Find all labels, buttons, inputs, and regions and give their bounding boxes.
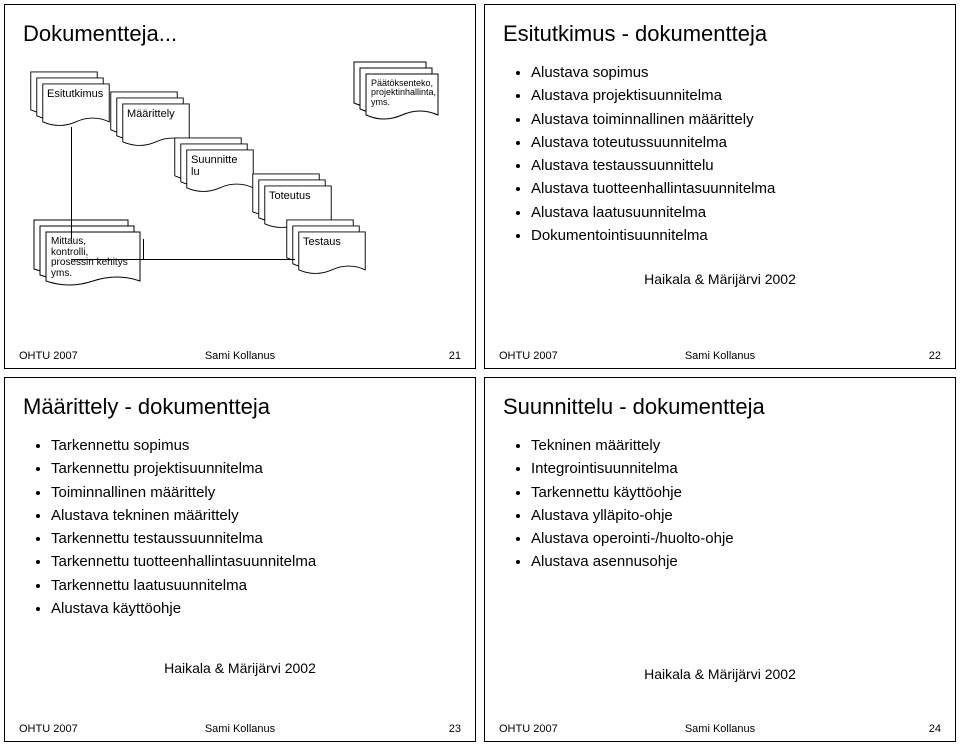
list-item: Toiminnallinen määrittely (51, 481, 457, 504)
slide-22: Esitutkimus - dokumentteja Alustava sopi… (484, 4, 956, 369)
list-item: Tarkennettu sopimus (51, 434, 457, 457)
connector (71, 127, 72, 239)
connector (71, 259, 295, 260)
label-suunnittelu: Suunnitte lu (191, 155, 251, 178)
list-item: Tarkennettu projektisuunnitelma (51, 457, 457, 480)
slide-footer: OHTU 2007 Sami Kollanus 21 (19, 350, 461, 362)
list-item: Alustava toteutussuunnitelma (531, 131, 937, 154)
label-maarittely: Määrittely (127, 109, 187, 121)
label-toteutus: Toteutus (269, 191, 329, 203)
connector (143, 239, 144, 259)
list-item: Tarkennettu tuotteenhallintasuunnitelma (51, 550, 457, 573)
slide-title: Esitutkimus - dokumentteja (503, 21, 937, 47)
waterfall-diagram: Esitutkimus Määrittely Suunnitte lu Tote… (23, 61, 457, 301)
slide-24: Suunnittelu - dokumentteja Tekninen määr… (484, 377, 956, 742)
slide-footer: OHTU 2007 Sami Kollanus 22 (499, 350, 941, 362)
source-attribution: Haikala & Märijärvi 2002 (503, 666, 937, 682)
label-mittaus: Mittaus, kontrolli, prosessin kehitys ym… (51, 237, 137, 279)
list-item: Tarkennettu laatusuunnitelma (51, 574, 457, 597)
label-esitutkimus: Esitutkimus (47, 89, 107, 101)
slide-title: Suunnittelu - dokumentteja (503, 394, 937, 420)
list-item: Integrointisuunnitelma (531, 457, 937, 480)
footer-center: Sami Kollanus (499, 350, 941, 362)
source-attribution: Haikala & Märijärvi 2002 (503, 271, 937, 287)
bullet-list: Alustava sopimusAlustava projektisuunnit… (531, 61, 937, 247)
list-item: Tarkennettu käyttöohje (531, 481, 937, 504)
slide-title: Dokumentteja... (23, 21, 457, 47)
list-item: Tarkennettu testaussuunnitelma (51, 527, 457, 550)
list-item: Alustava projektisuunnitelma (531, 84, 937, 107)
slide-21: Dokumentteja... Esitutkimus Määrittely S… (4, 4, 476, 369)
list-item: Alustava ylläpito-ohje (531, 504, 937, 527)
bullet-list: Tekninen määrittelyIntegrointisuunnitelm… (531, 434, 937, 574)
source-attribution: Haikala & Märijärvi 2002 (23, 660, 457, 676)
slide-footer: OHTU 2007 Sami Kollanus 23 (19, 723, 461, 735)
list-item: Tekninen määrittely (531, 434, 937, 457)
footer-center: Sami Kollanus (19, 723, 461, 735)
list-item: Alustava käyttöohje (51, 597, 457, 620)
list-item: Alustava toiminnallinen määrittely (531, 108, 937, 131)
footer-center: Sami Kollanus (19, 350, 461, 362)
slide-23: Määrittely - dokumentteja Tarkennettu so… (4, 377, 476, 742)
slide-footer: OHTU 2007 Sami Kollanus 24 (499, 723, 941, 735)
slide-title: Määrittely - dokumentteja (23, 394, 457, 420)
label-paatoksenteko: Päätöksenteko, projektinhallinta, yms. (371, 79, 435, 107)
list-item: Alustava laatusuunnitelma (531, 201, 937, 224)
label-testaus: Testaus (303, 237, 363, 249)
list-item: Dokumentointisuunnitelma (531, 224, 937, 247)
bullet-list: Tarkennettu sopimusTarkennettu projektis… (51, 434, 457, 620)
list-item: Alustava sopimus (531, 61, 937, 84)
list-item: Alustava tuotteenhallintasuunnitelma (531, 177, 937, 200)
list-item: Alustava asennusohje (531, 550, 937, 573)
list-item: Alustava testaussuunnittelu (531, 154, 937, 177)
list-item: Alustava operointi-/huolto-ohje (531, 527, 937, 550)
list-item: Alustava tekninen määrittely (51, 504, 457, 527)
footer-center: Sami Kollanus (499, 723, 941, 735)
